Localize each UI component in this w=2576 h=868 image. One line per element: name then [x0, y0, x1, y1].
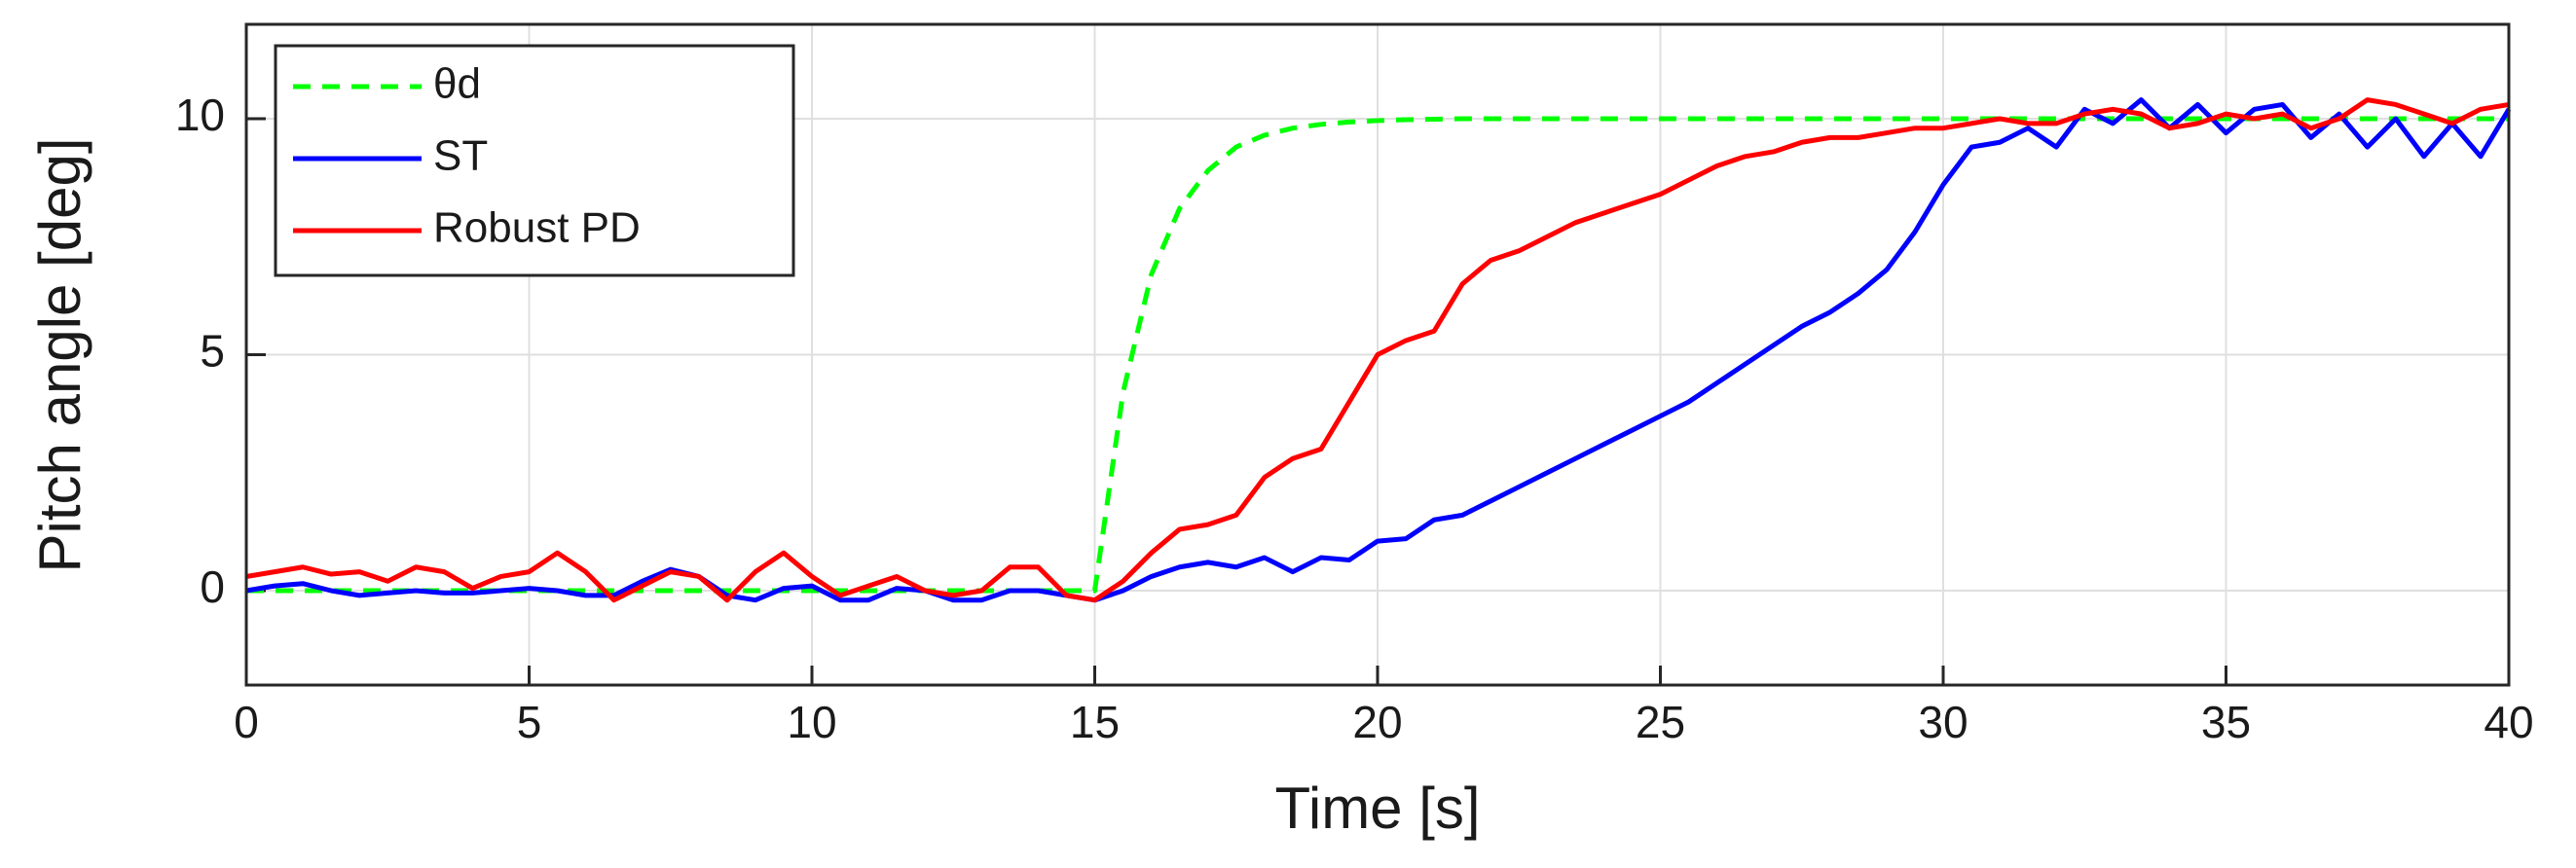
legend-label: Robust PD [433, 204, 641, 252]
legend-label: ST [433, 132, 488, 180]
x-axis-label: Time [s] [1274, 776, 1480, 841]
legend-label: θd [433, 60, 481, 108]
x-tick-label: 35 [2201, 697, 2251, 747]
series-line [246, 116, 2509, 594]
y-axis-label: Pitch angle [deg] [27, 138, 92, 573]
y-tick-label: 10 [175, 90, 225, 140]
x-tick-label: 5 [517, 697, 542, 747]
x-tick-label: 40 [2484, 697, 2533, 747]
series-line [245, 97, 2510, 603]
x-tick-label: 30 [1918, 697, 1968, 747]
y-tick-label: 5 [200, 326, 225, 377]
series-line [245, 97, 2512, 603]
x-tick-label: 25 [1636, 697, 1685, 747]
x-tick-label: 15 [1070, 697, 1120, 747]
axes-box [244, 22, 2511, 687]
x-tick-label: 0 [234, 697, 259, 747]
x-tick-label: 20 [1352, 697, 1402, 747]
y-tick-label: 0 [200, 561, 225, 612]
x-tick-label: 10 [787, 697, 836, 747]
